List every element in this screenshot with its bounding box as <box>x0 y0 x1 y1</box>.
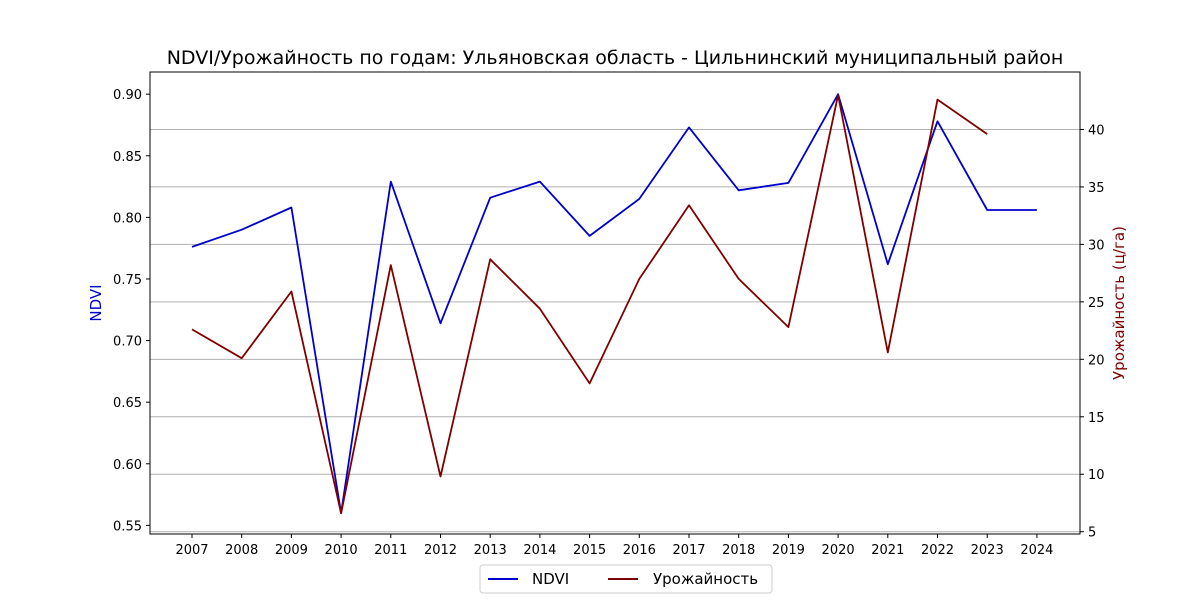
chart-title: NDVI/Урожайность по годам: Ульяновская о… <box>167 47 1064 69</box>
x-tick-label: 2013 <box>474 543 507 558</box>
left-tick-label: 0.65 <box>113 396 142 411</box>
legend-label-ndvi: NDVI <box>532 570 569 588</box>
x-tick-label: 2008 <box>225 543 258 558</box>
right-tick-label: 25 <box>1088 296 1105 311</box>
left-tick-label: 0.55 <box>113 519 142 534</box>
x-axis: 2007 2008 2009 2010 2011 2012 2013 2014 2015 2016… <box>175 534 1053 558</box>
x-tick-label: 2015 <box>573 543 606 558</box>
left-y-axis: 0.55 0.60 0.65 0.70 0.75 0.80 0.85 0.90 <box>113 88 150 534</box>
x-tick-label: 2023 <box>971 543 1004 558</box>
x-tick-label: 2020 <box>822 543 855 558</box>
series-line-yield <box>191 94 988 515</box>
x-tick-label: 2016 <box>623 543 656 558</box>
x-tick-label: 2017 <box>672 543 705 558</box>
x-tick-label: 2024 <box>1020 543 1053 558</box>
x-tick-label: 2012 <box>424 543 457 558</box>
x-tick-label: 2018 <box>722 543 755 558</box>
right-tick-label: 30 <box>1088 238 1105 253</box>
left-tick-label: 0.60 <box>113 458 142 473</box>
right-tick-label: 5 <box>1088 526 1096 541</box>
right-y-axis-label: Урожайность (ц/га) <box>1110 226 1128 380</box>
right-tick-label: 20 <box>1088 353 1105 368</box>
left-tick-label: 0.90 <box>113 88 142 103</box>
series-lines <box>191 93 1037 515</box>
x-tick-label: 2007 <box>175 543 208 558</box>
right-tick-label: 10 <box>1088 468 1105 483</box>
legend-label-yield: Урожайность <box>653 570 758 588</box>
left-tick-label: 0.75 <box>113 273 142 288</box>
x-tick-label: 2011 <box>374 543 407 558</box>
left-tick-label: 0.70 <box>113 335 142 350</box>
left-tick-label: 0.80 <box>113 211 142 226</box>
series-line-ndvi <box>191 93 1037 514</box>
left-tick-label: 0.85 <box>113 150 142 165</box>
x-tick-label: 2010 <box>325 543 358 558</box>
x-tick-label: 2021 <box>871 543 904 558</box>
grid-lines <box>150 128 1080 533</box>
legend: NDVI Урожайность <box>479 564 773 594</box>
right-tick-label: 40 <box>1088 123 1105 138</box>
x-tick-label: 2022 <box>921 543 954 558</box>
x-tick-label: 2014 <box>523 543 556 558</box>
right-tick-label: 15 <box>1088 411 1105 426</box>
right-y-axis: 5 10 15 20 25 30 35 40 <box>1080 123 1105 541</box>
x-tick-label: 2019 <box>772 543 805 558</box>
x-tick-label: 2009 <box>275 543 308 558</box>
right-tick-label: 35 <box>1088 181 1105 196</box>
plot-area-frame <box>149 71 1081 535</box>
left-y-axis-label: NDVI <box>87 284 105 321</box>
